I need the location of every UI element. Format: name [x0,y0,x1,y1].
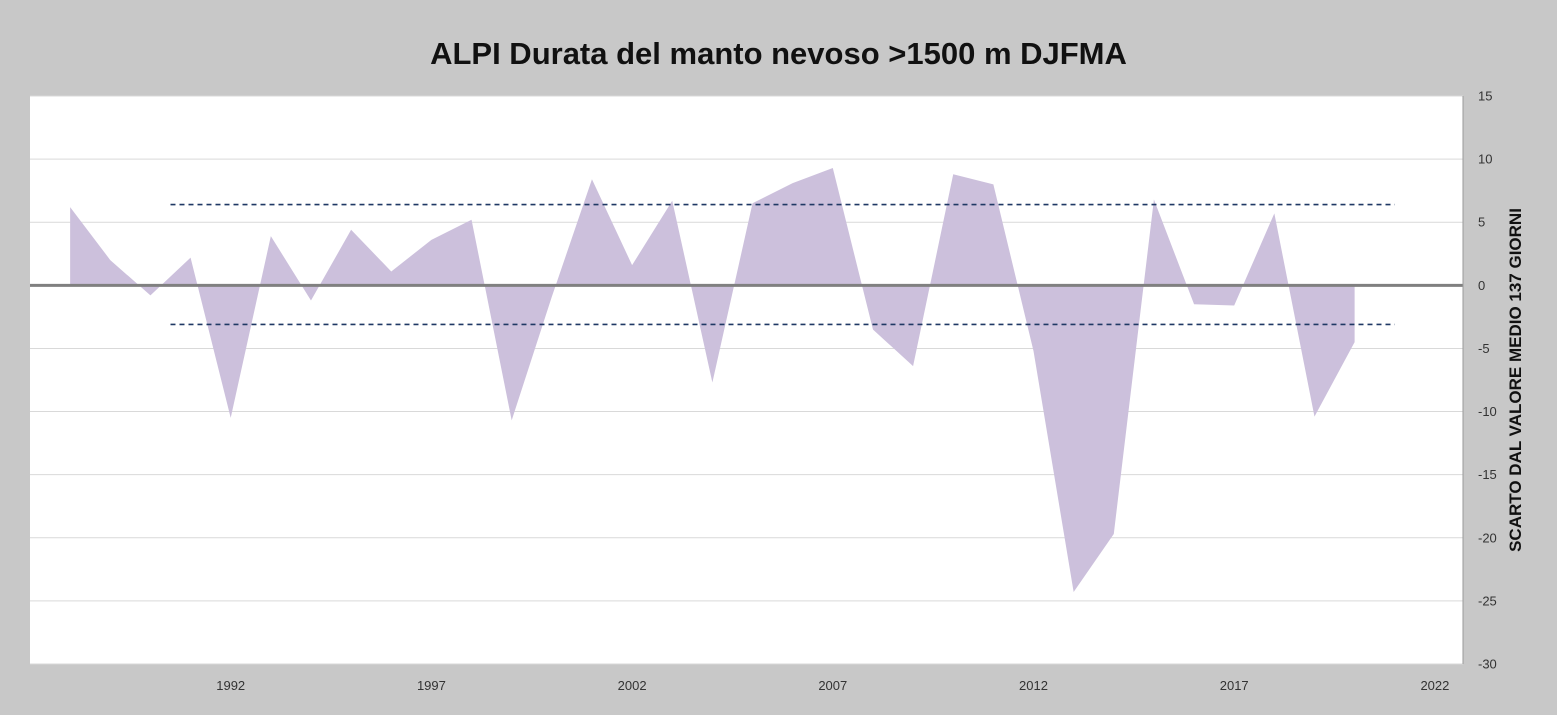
x-tick-2012: 2012 [1019,678,1048,693]
y-tick-0: 0 [1478,278,1485,293]
x-tick-1992: 1992 [216,678,245,693]
y-tick--20: -20 [1478,530,1497,545]
y-tick--30: -30 [1478,657,1497,672]
y-tick--10: -10 [1478,404,1497,419]
y-tick-15: 15 [1478,89,1492,104]
y-tick-labels: 15 10 5 0 -5 -10 -15 -20 -25 -30 [1478,89,1497,672]
area-layer [70,167,1355,593]
area-series-scarto [70,167,1355,593]
grid-layer [30,95,1463,665]
y-tick--15: -15 [1478,467,1497,482]
plot-area [30,96,1463,664]
y-tick-5: 5 [1478,215,1485,230]
y-axis-label: SCARTO DAL VALORE MEDIO 137 GIORNI [1506,208,1525,552]
x-tick-2022: 2022 [1420,678,1449,693]
x-tick-1997: 1997 [417,678,446,693]
y-tick-10: 10 [1478,152,1492,167]
x-tick-2017: 2017 [1220,678,1249,693]
y-tick--5: -5 [1478,341,1490,356]
x-tick-2007: 2007 [818,678,847,693]
y-tick--25: -25 [1478,593,1497,608]
x-tick-2002: 2002 [618,678,647,693]
reference-lines [30,203,1463,326]
x-tick-labels: 1992 1997 2002 2007 2012 2017 2022 [216,678,1449,693]
chart-title: ALPI Durata del manto nevoso >1500 m DJF… [430,36,1127,71]
